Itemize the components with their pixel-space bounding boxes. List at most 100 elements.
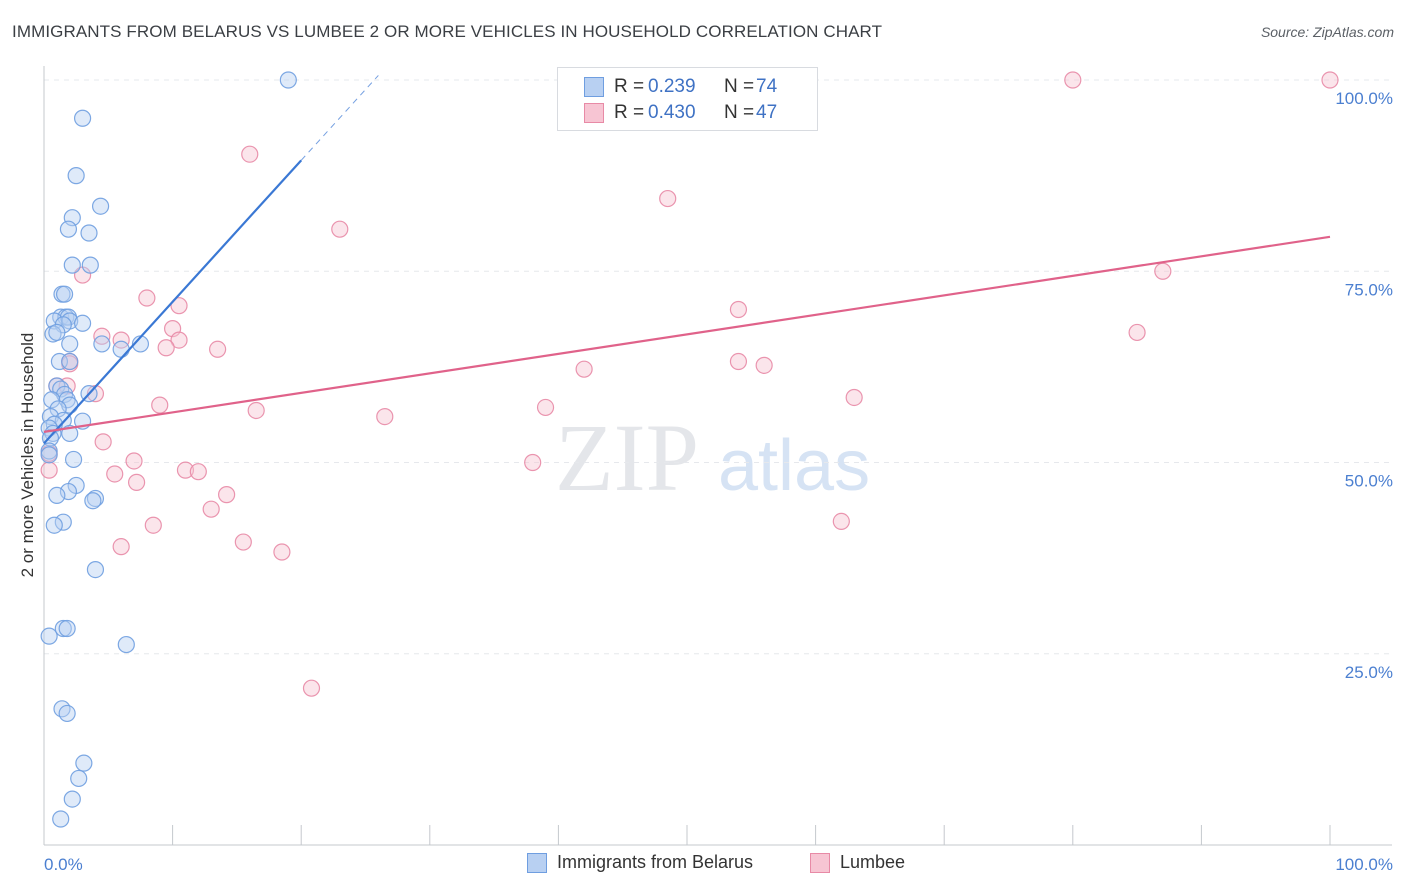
belarus-point [80, 224, 98, 242]
belarus-point [117, 635, 135, 654]
lumbee-point [273, 543, 291, 561]
lumbee-point [302, 679, 321, 697]
lumbee-point [575, 360, 593, 378]
series-label-lumbee: Lumbee [840, 852, 906, 872]
belarus-point [86, 560, 105, 579]
legend-row-belarus: R = 0.239 N = 74 [584, 76, 777, 98]
lumbee-point [202, 500, 220, 518]
belarus-point [54, 619, 72, 638]
watermark-zip: ZIP [555, 404, 699, 511]
lumbee-point [331, 220, 349, 238]
lumbee-point [138, 289, 156, 307]
lumbee-point [1321, 71, 1339, 89]
belarus-point [48, 323, 66, 342]
y-tick-label: 100.0% [1335, 89, 1393, 108]
lumbee-trend-line [43, 235, 1331, 433]
lumbee-point [755, 356, 773, 374]
belarus-point [61, 352, 79, 371]
y-tick-labels: 25.0% 50.0% 75.0% 100.0% [1335, 89, 1393, 682]
y-tick-label: 50.0% [1345, 472, 1393, 491]
legend-r-value: 0.239 [648, 76, 696, 97]
belarus-point [58, 619, 76, 638]
lumbee-point [845, 388, 863, 407]
axes [43, 66, 1392, 846]
belarus-point [73, 314, 92, 332]
legend-r-label: R = [614, 102, 645, 123]
belarus-points [40, 71, 297, 828]
belarus-point [73, 109, 92, 127]
belarus-trend-extension [300, 75, 379, 161]
watermark-atlas: atlas [718, 426, 870, 506]
legend-swatch-belarus [584, 77, 604, 97]
lumbee-point [376, 408, 394, 426]
source-label: Source: ZipAtlas.com [1260, 24, 1394, 40]
belarus-point [54, 513, 72, 531]
x-tick-label: 0.0% [44, 855, 83, 874]
lumbee-point [241, 145, 259, 163]
lumbee-point [536, 398, 555, 417]
lumbee-point [40, 461, 58, 479]
belarus-point [40, 442, 58, 460]
lumbee-point [157, 339, 175, 357]
series-legend-lumbee: Lumbee [810, 852, 905, 873]
y-tick-label: 75.0% [1345, 280, 1393, 299]
lumbee-point [1154, 262, 1172, 280]
belarus-point [55, 285, 74, 303]
legend-n-value: 47 [756, 102, 778, 123]
belarus-point [48, 486, 66, 504]
lumbee-point [218, 486, 236, 504]
belarus-trend-line [43, 159, 303, 445]
x-tick-label: 100.0% [1335, 855, 1393, 874]
lumbee-point [106, 465, 124, 483]
belarus-point [63, 790, 81, 808]
belarus-point [279, 71, 297, 89]
series-swatch-lumbee [810, 852, 830, 873]
legend-swatch-lumbee [584, 103, 604, 123]
lumbee-point [112, 538, 130, 556]
belarus-point [67, 167, 85, 185]
legend-n-label: N = [724, 102, 755, 123]
belarus-point [59, 220, 78, 238]
belarus-point [52, 810, 70, 828]
belarus-point [81, 256, 99, 274]
series-swatch-belarus [527, 852, 547, 873]
trend-lines [43, 75, 1331, 445]
lumbee-point [729, 300, 748, 319]
belarus-point [64, 450, 83, 469]
lumbee-point [189, 463, 207, 481]
belarus-point [86, 489, 105, 508]
chart-title: IMMIGRANTS FROM BELARUS VS LUMBEE 2 OR M… [12, 22, 883, 41]
belarus-point [61, 335, 79, 353]
lumbee-points [40, 71, 1339, 697]
lumbee-point [176, 461, 195, 479]
lumbee-point [112, 331, 130, 349]
lumbee-point [151, 396, 169, 414]
lumbee-point [125, 452, 143, 470]
lumbee-point [170, 331, 188, 349]
belarus-point [93, 335, 111, 353]
legend-row-lumbee: R = 0.430 N = 47 [584, 102, 777, 124]
belarus-point [58, 704, 76, 723]
gridlines [44, 79, 1392, 655]
lumbee-point [144, 516, 162, 534]
belarus-point [91, 197, 110, 215]
belarus-point [112, 340, 130, 358]
belarus-point [53, 700, 71, 718]
belarus-point [70, 769, 88, 788]
legend-r-label: R = [614, 76, 645, 97]
lumbee-point [524, 453, 542, 472]
correlation-legend: R = 0.239 N = 74 R = 0.430 N = 47 [557, 67, 818, 131]
belarus-point [40, 446, 58, 464]
series-legend-belarus: Immigrants from Belarus [527, 852, 753, 873]
lumbee-point [1064, 71, 1082, 89]
lumbee-point [659, 189, 677, 208]
lumbee-point [94, 433, 112, 451]
y-tick-label: 25.0% [1345, 663, 1393, 682]
lumbee-point [234, 533, 252, 551]
belarus-point [63, 256, 81, 274]
lumbee-point [247, 401, 265, 420]
belarus-point [45, 516, 63, 534]
legend-n-label: N = [724, 76, 755, 97]
x-ticks [172, 825, 1331, 845]
